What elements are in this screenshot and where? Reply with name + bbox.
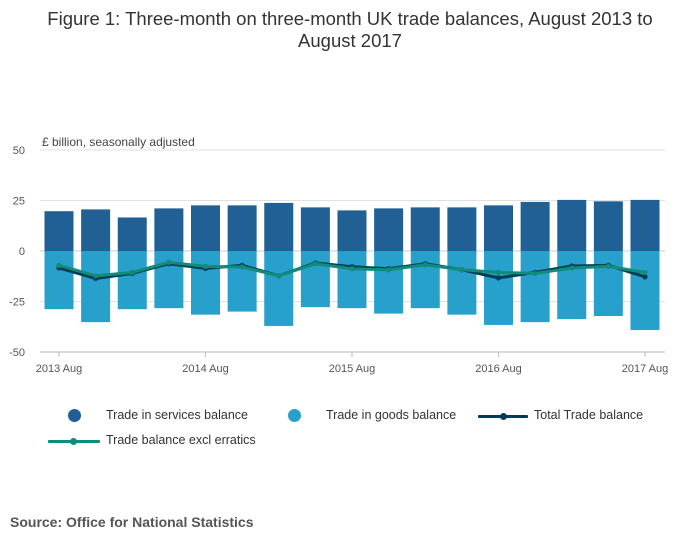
goods-bar [630,251,660,330]
legend-goods-marker [288,409,301,422]
excl-erratics-point [349,266,355,272]
legend-goods-label: Trade in goods balance [326,408,457,422]
excl-erratics-point [386,267,392,273]
goods-bar [484,251,513,325]
y-axis-unit-label: £ billion, seasonally adjusted [42,135,195,149]
excl-erratics-point [276,273,282,279]
legend-excl-line [48,438,100,445]
goods-bar [154,251,184,309]
x-tick-label: 2015 Aug [329,363,376,375]
goods-bar [44,251,74,310]
excl-erratics-point [129,269,135,276]
goods-bar [117,251,147,310]
services-bar [191,205,220,251]
services-bar [557,199,587,251]
x-tick-label: 2013 Aug [36,363,83,375]
excl-erratics-point [56,262,62,268]
excl-erratics-point [642,269,648,276]
excl-erratics-point [532,270,538,277]
services-bar [44,211,74,251]
legend-excl-label: Trade balance excl erratics [106,433,256,447]
total-trade-point [642,274,648,280]
goods-bar [374,251,404,314]
goods-bar [593,251,623,317]
legend-services-marker [68,409,81,422]
chart-title: Figure 1: Three-month on three-month UK … [0,8,700,52]
y-tick-label: 0 [19,246,25,258]
legend: Trade in services balance Trade in goods… [0,400,700,460]
source-note: Source: Office for National Statistics [10,514,254,530]
services-bar [227,205,257,251]
excl-erratics-point [422,262,428,268]
services-bar [337,210,367,251]
services-bar [630,199,660,251]
y-tick-label: 50 [13,145,25,157]
x-tick-label: 2014 Aug [182,363,229,375]
services-bar [154,208,184,251]
legend-total-label: Total Trade balance [534,408,644,422]
legend-total-line [478,413,528,420]
services-bar [300,207,330,251]
excl-erratics-point [93,273,99,279]
services-bar [520,201,550,251]
goods-bar [81,251,111,323]
services-bar [593,201,623,251]
goods-bar [557,251,587,320]
chart-title-line-2: August 2017 [298,30,402,51]
goods-bar [300,251,330,308]
x-tick-label: 2017 Aug [622,363,669,375]
y-tick-label: -25 [9,297,25,309]
goods-bar [447,251,477,315]
y-tick-label: 25 [13,196,25,208]
excl-erratics-point [239,264,245,270]
services-bar [484,205,513,251]
goods-bar [410,251,440,309]
services-bar [374,208,404,251]
y-tick-label: -50 [9,347,25,359]
goods-bar [191,251,220,315]
excl-erratics-point [459,267,465,273]
services-bar [81,209,111,251]
legend-excl-point [70,438,77,445]
legend-services-label: Trade in services balance [106,408,248,422]
services-bar [264,202,294,251]
goods-bar [520,251,550,323]
chart-title-line-1: Figure 1: Three-month on three-month UK … [47,8,653,29]
excl-erratics-point [202,263,209,269]
excl-erratics-point [495,269,502,276]
total-trade-point [495,275,502,281]
x-tick-label: 2016 Aug [475,363,522,375]
excl-erratics-point [166,259,172,265]
trade-balance-chart: 50 25 0 -25 -50 2013 Aug 2014 Aug 2015 Aug 2016 … [9,145,669,375]
services-bar [117,217,147,251]
goods-bar [264,251,294,326]
goods-bar [337,251,367,309]
excl-erratics-point [569,265,575,271]
goods-bar [227,251,257,312]
services-bar [447,207,477,251]
excl-erratics-point [312,261,318,267]
legend-total-point [500,413,507,420]
services-bar [410,207,440,251]
excl-erratics-point [605,263,611,269]
